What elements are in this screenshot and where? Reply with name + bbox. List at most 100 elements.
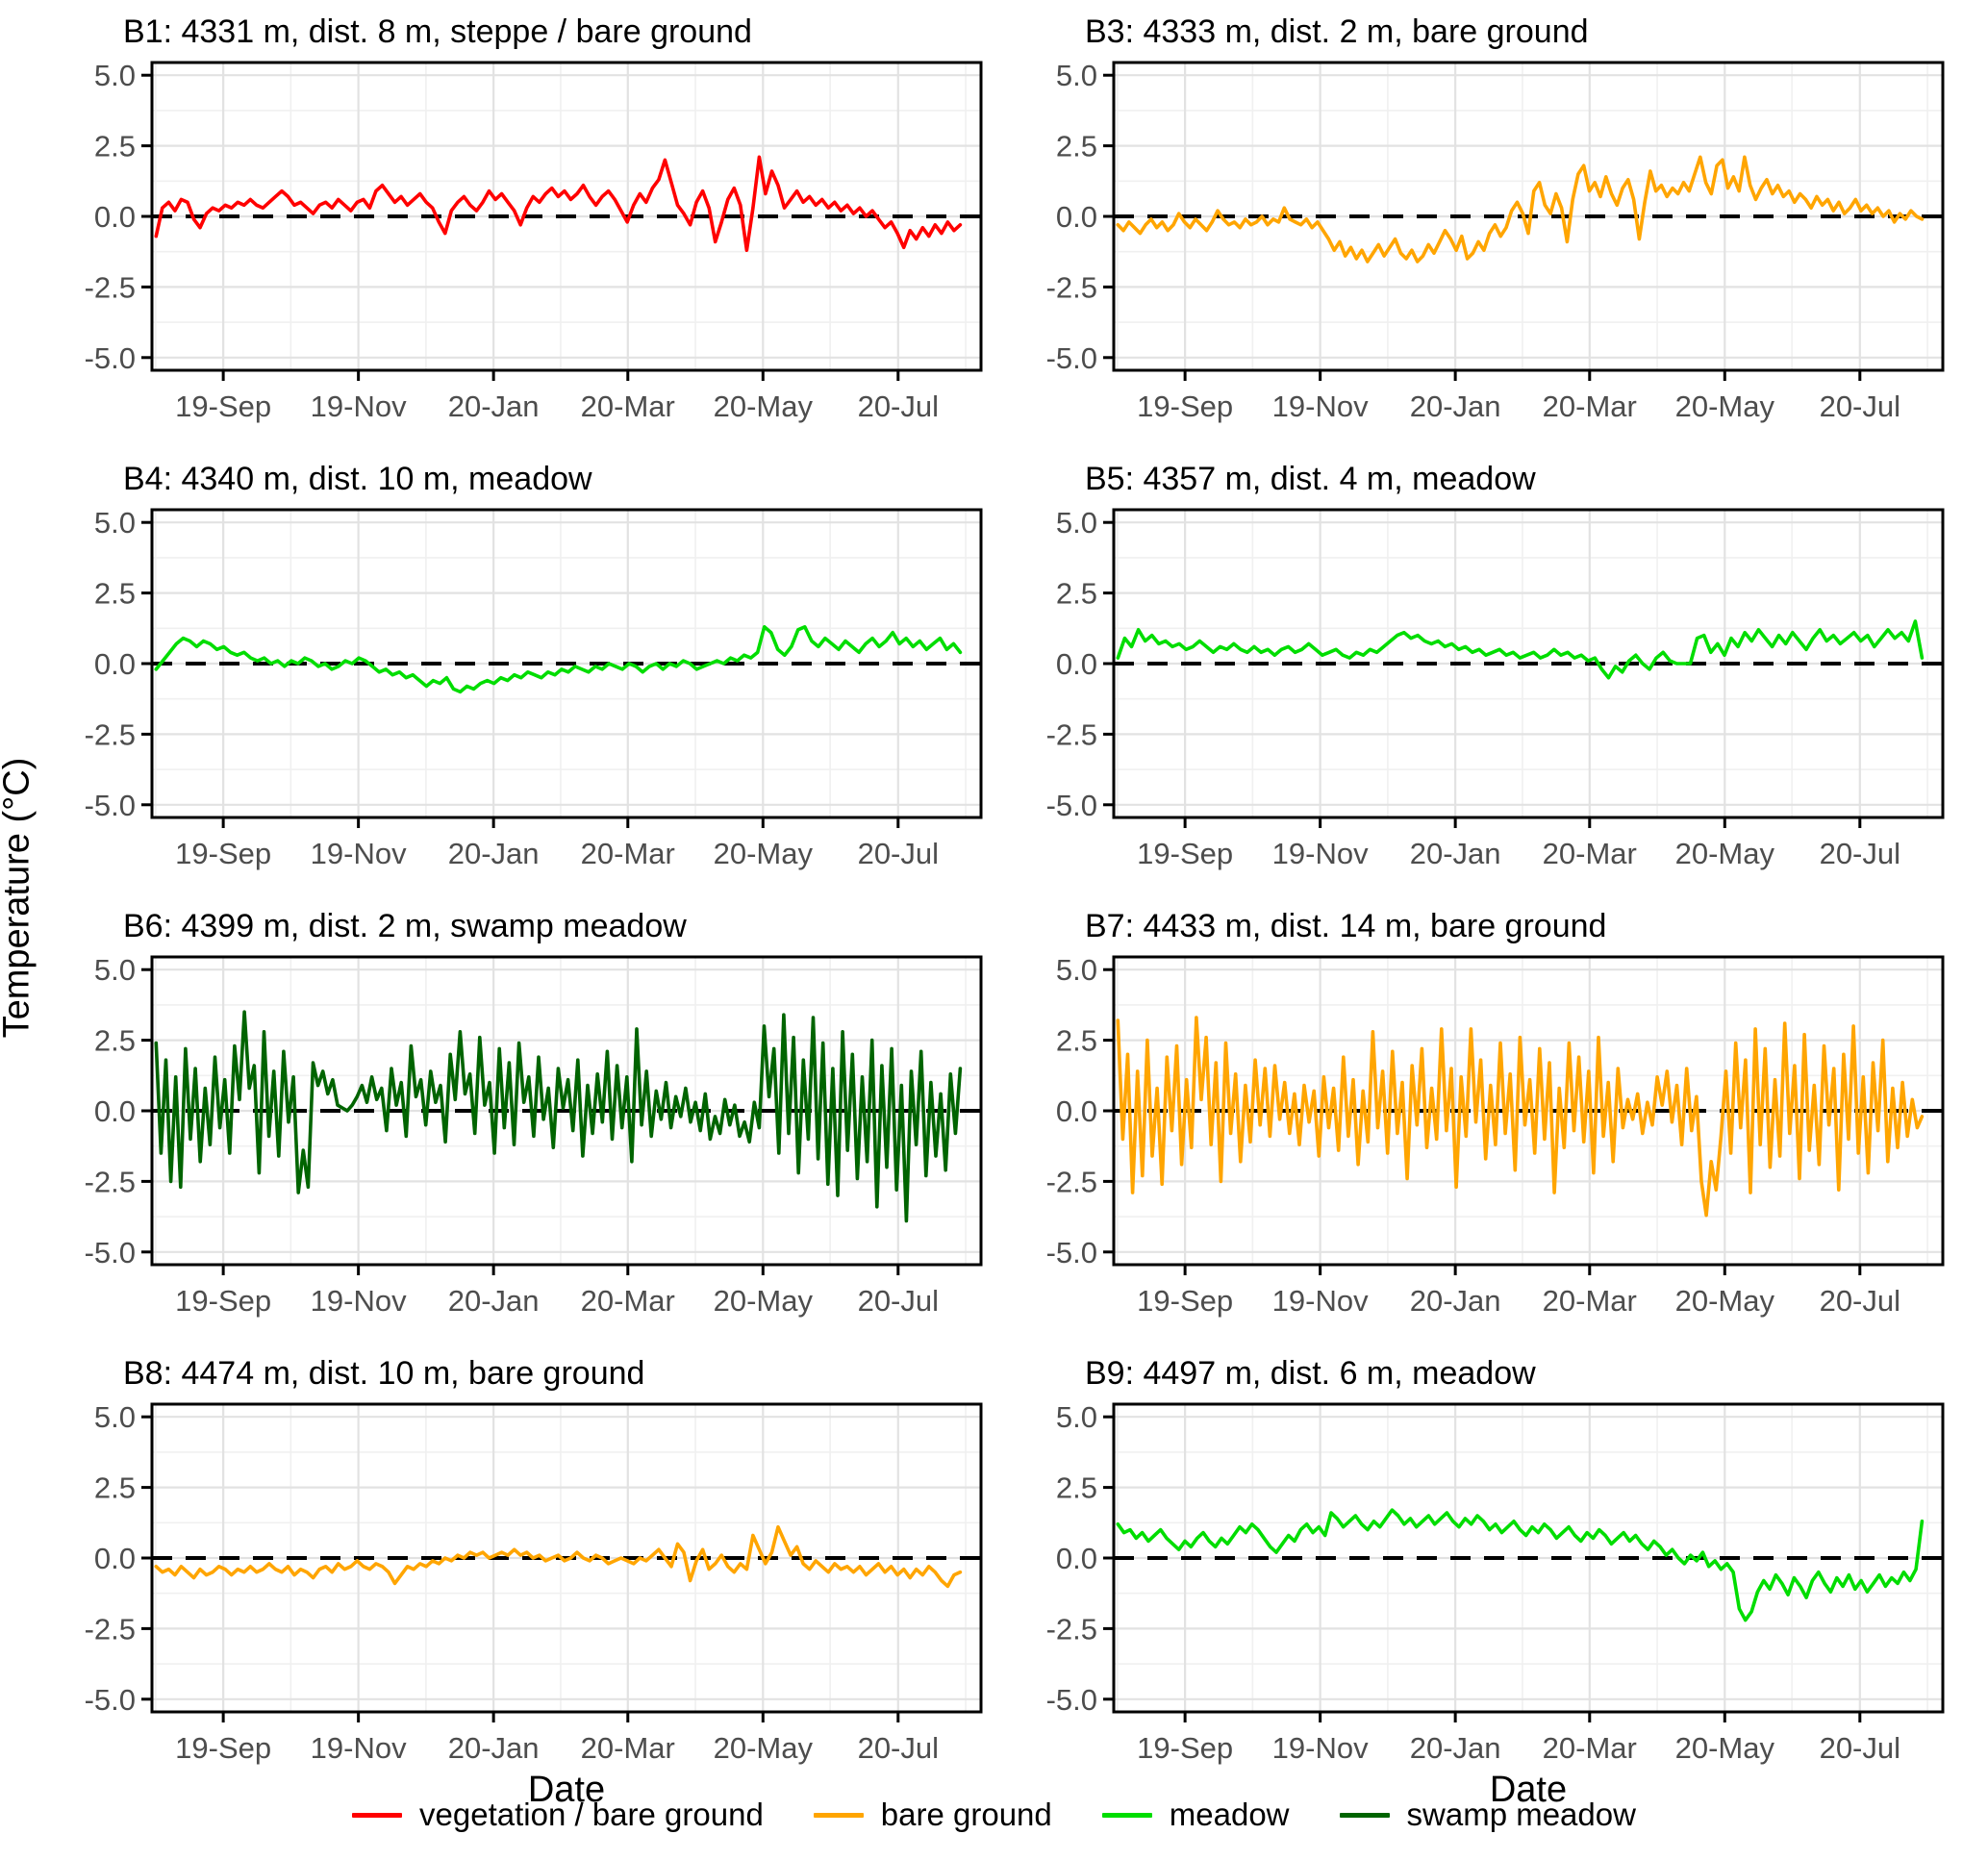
panel-title: B1: 4331 m, dist. 8 m, steppe / bare gro… xyxy=(123,13,752,50)
svg-text:-2.5: -2.5 xyxy=(1046,1165,1097,1198)
svg-text:5.0: 5.0 xyxy=(94,59,136,92)
svg-text:20-May: 20-May xyxy=(714,837,814,870)
svg-text:20-Jul: 20-Jul xyxy=(858,390,939,423)
legend-item-swamp-meadow: swamp meadow xyxy=(1339,1797,1636,1833)
y-axis-title: Temperature (°C) xyxy=(0,757,38,1039)
legend-label: meadow xyxy=(1169,1797,1290,1832)
svg-text:0.0: 0.0 xyxy=(94,200,136,234)
svg-text:2.5: 2.5 xyxy=(94,1471,136,1505)
svg-text:-2.5: -2.5 xyxy=(85,270,136,304)
svg-text:2.5: 2.5 xyxy=(1056,577,1097,611)
svg-text:-5.0: -5.0 xyxy=(85,341,136,375)
svg-text:-2.5: -2.5 xyxy=(1046,717,1097,751)
svg-text:20-Jul: 20-Jul xyxy=(1820,837,1900,870)
svg-text:-2.5: -2.5 xyxy=(1046,1612,1097,1646)
svg-text:-5.0: -5.0 xyxy=(85,789,136,822)
legend-label: swamp meadow xyxy=(1406,1797,1636,1832)
svg-text:20-Mar: 20-Mar xyxy=(1543,390,1637,423)
svg-text:20-Jul: 20-Jul xyxy=(1820,1284,1900,1318)
panel-b4: B4: 4340 m, dist. 10 m, meadow 5.0 2.5 0.0… xyxy=(56,447,1018,894)
panel-title: B8: 4474 m, dist. 10 m, bare ground xyxy=(123,1355,645,1392)
svg-text:20-Mar: 20-Mar xyxy=(1543,1731,1637,1765)
svg-text:5.0: 5.0 xyxy=(94,506,136,540)
legend-line-key xyxy=(1339,1812,1390,1818)
svg-text:5.0: 5.0 xyxy=(94,953,136,987)
panel-chart: 5.0 2.5 0.0 -2.5 -5.0 19-Sep 19-Nov 20-Jan 20-Ma… xyxy=(85,953,983,1318)
panel-chart: 5.0 2.5 0.0 -2.5 -5.0 19-Sep 19-Nov 20-Jan 20-Ma… xyxy=(85,506,983,870)
svg-text:20-May: 20-May xyxy=(1675,837,1775,870)
svg-text:0.0: 0.0 xyxy=(1056,200,1097,234)
svg-text:2.5: 2.5 xyxy=(1056,130,1097,163)
svg-text:5.0: 5.0 xyxy=(1056,953,1097,987)
svg-text:2.5: 2.5 xyxy=(1056,1471,1097,1505)
panel-b6: B6: 4399 m, dist. 2 m, swamp meadow 5.0 2… xyxy=(56,894,1018,1342)
svg-text:-2.5: -2.5 xyxy=(85,717,136,751)
svg-text:20-Jul: 20-Jul xyxy=(1820,390,1900,423)
legend: vegetation / bare ground bare ground mea… xyxy=(0,1797,1988,1833)
svg-text:2.5: 2.5 xyxy=(94,1024,136,1058)
svg-text:0.0: 0.0 xyxy=(94,1542,136,1575)
svg-text:20-Mar: 20-Mar xyxy=(581,837,675,870)
svg-text:0.0: 0.0 xyxy=(1056,1542,1097,1575)
svg-text:5.0: 5.0 xyxy=(94,1400,136,1434)
svg-text:20-May: 20-May xyxy=(714,1731,814,1765)
svg-text:-2.5: -2.5 xyxy=(1046,270,1097,304)
panel-title: B3: 4333 m, dist. 2 m, bare ground xyxy=(1085,13,1589,50)
svg-text:-2.5: -2.5 xyxy=(85,1612,136,1646)
panel-title: B5: 4357 m, dist. 4 m, meadow xyxy=(1085,461,1536,497)
panel-b1: B1: 4331 m, dist. 8 m, steppe / bare gro… xyxy=(56,0,1018,447)
panel-chart: 5.0 2.5 0.0 -2.5 -5.0 19-Sep 19-Nov 20-Jan 20-Ma… xyxy=(1046,1400,1945,1765)
panel-b3: B3: 4333 m, dist. 2 m, bare ground 5.0 2.… xyxy=(1018,0,1979,447)
panel-b5: B5: 4357 m, dist. 4 m, meadow 5.0 2.5 0.0 -… xyxy=(1018,447,1979,894)
svg-text:19-Sep: 19-Sep xyxy=(1137,1731,1233,1765)
panel-title: B7: 4433 m, dist. 14 m, bare ground xyxy=(1085,908,1607,944)
svg-text:20-Mar: 20-Mar xyxy=(1543,837,1637,870)
svg-text:19-Sep: 19-Sep xyxy=(175,390,271,423)
svg-text:19-Nov: 19-Nov xyxy=(311,1284,407,1318)
svg-text:20-Jan: 20-Jan xyxy=(448,1284,540,1318)
svg-text:20-May: 20-May xyxy=(1675,1731,1775,1765)
svg-text:2.5: 2.5 xyxy=(1056,1024,1097,1058)
svg-text:20-Jan: 20-Jan xyxy=(448,390,540,423)
svg-text:-2.5: -2.5 xyxy=(85,1165,136,1198)
svg-text:20-May: 20-May xyxy=(714,1284,814,1318)
panel-grid: B1: 4331 m, dist. 8 m, steppe / bare gro… xyxy=(56,0,1979,1810)
svg-text:-5.0: -5.0 xyxy=(85,1236,136,1269)
svg-text:19-Nov: 19-Nov xyxy=(311,1731,407,1765)
svg-text:0.0: 0.0 xyxy=(1056,647,1097,681)
panel-chart: 5.0 2.5 0.0 -2.5 -5.0 19-Sep 19-Nov 20-Jan 20-Ma… xyxy=(85,59,983,423)
svg-text:-5.0: -5.0 xyxy=(1046,1683,1097,1717)
svg-text:20-Mar: 20-Mar xyxy=(581,390,675,423)
svg-text:20-Jul: 20-Jul xyxy=(858,837,939,870)
svg-text:-5.0: -5.0 xyxy=(1046,1236,1097,1269)
svg-text:20-Mar: 20-Mar xyxy=(581,1731,675,1765)
panel-chart: 5.0 2.5 0.0 -2.5 -5.0 19-Sep 19-Nov 20-Jan 20-Ma… xyxy=(1046,59,1945,423)
svg-text:20-Jan: 20-Jan xyxy=(1410,390,1501,423)
legend-item-bare-ground: bare ground xyxy=(813,1797,1052,1833)
svg-text:20-May: 20-May xyxy=(714,390,814,423)
svg-text:19-Sep: 19-Sep xyxy=(1137,837,1233,870)
svg-text:5.0: 5.0 xyxy=(1056,1400,1097,1434)
legend-label: vegetation / bare ground xyxy=(419,1797,764,1832)
svg-text:19-Sep: 19-Sep xyxy=(175,837,271,870)
svg-text:20-Jul: 20-Jul xyxy=(858,1284,939,1318)
svg-text:19-Sep: 19-Sep xyxy=(1137,390,1233,423)
svg-text:19-Nov: 19-Nov xyxy=(1272,390,1369,423)
panel-b9: B9: 4497 m, dist. 6 m, meadow 5.0 2.5 0.0 -… xyxy=(1018,1342,1979,1810)
svg-text:0.0: 0.0 xyxy=(1056,1094,1097,1128)
panel-title: B6: 4399 m, dist. 2 m, swamp meadow xyxy=(123,908,687,944)
svg-text:19-Nov: 19-Nov xyxy=(1272,1284,1369,1318)
legend-label: bare ground xyxy=(880,1797,1052,1832)
svg-text:0.0: 0.0 xyxy=(94,1094,136,1128)
svg-text:19-Nov: 19-Nov xyxy=(1272,837,1369,870)
legend-line-key xyxy=(813,1812,864,1818)
svg-text:20-Mar: 20-Mar xyxy=(581,1284,675,1318)
svg-text:20-Jan: 20-Jan xyxy=(1410,837,1501,870)
svg-text:20-May: 20-May xyxy=(1675,1284,1775,1318)
panel-title: B9: 4497 m, dist. 6 m, meadow xyxy=(1085,1355,1536,1392)
svg-text:5.0: 5.0 xyxy=(1056,506,1097,540)
x-axis-title: Date xyxy=(1489,1770,1568,1810)
svg-text:19-Nov: 19-Nov xyxy=(1272,1731,1369,1765)
legend-item-meadow: meadow xyxy=(1101,1797,1290,1833)
